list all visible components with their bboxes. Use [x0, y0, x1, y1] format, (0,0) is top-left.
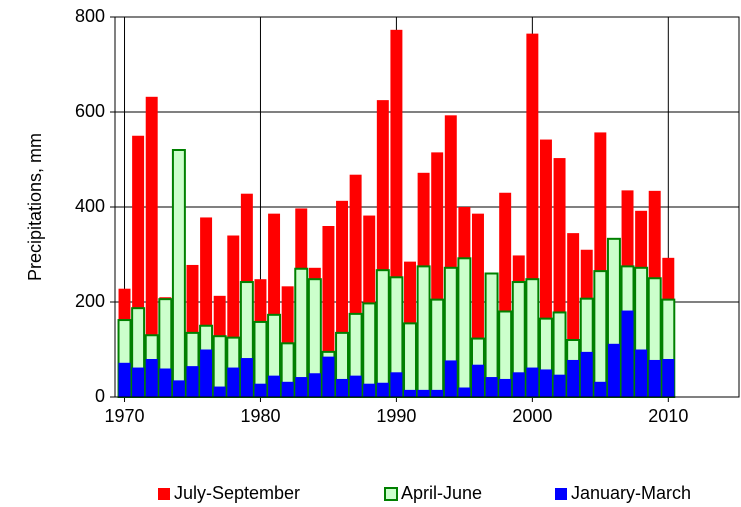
y-tick-label: 0	[95, 386, 105, 406]
y-tick-label: 600	[75, 101, 105, 121]
bar	[499, 192, 512, 397]
bar	[457, 257, 472, 398]
bar	[390, 372, 403, 397]
bar	[281, 381, 294, 397]
legend-swatch	[384, 487, 398, 501]
bar	[512, 372, 525, 397]
bar	[458, 387, 471, 397]
y-tick-label: 400	[75, 196, 105, 216]
bar	[567, 233, 580, 397]
bar	[186, 264, 199, 397]
legend-swatch	[158, 488, 170, 500]
bar	[567, 359, 580, 397]
bar	[431, 389, 444, 397]
bar	[444, 115, 457, 397]
bar	[430, 298, 445, 398]
bar	[200, 349, 213, 397]
plot-frame	[114, 16, 740, 398]
x-tick-label: 1980	[240, 406, 280, 426]
bar	[281, 286, 294, 397]
bar	[417, 389, 430, 397]
legend-label: January-March	[571, 483, 691, 503]
bar	[145, 96, 158, 398]
bar	[213, 386, 226, 397]
bar	[607, 343, 620, 397]
bar	[132, 367, 145, 397]
bar	[404, 389, 416, 397]
bar	[363, 383, 376, 397]
bar	[227, 367, 240, 397]
bar	[539, 139, 552, 398]
legend-swatch	[555, 488, 567, 500]
bar	[336, 378, 349, 397]
bar	[471, 213, 484, 397]
bar	[553, 374, 566, 397]
bar	[200, 217, 213, 397]
bar	[471, 364, 484, 397]
legend-label: April-June	[401, 483, 482, 503]
legend-label: July-September	[174, 483, 300, 503]
x-tick-label: 1990	[376, 406, 416, 426]
bar	[416, 265, 431, 398]
bar	[485, 377, 498, 397]
bar	[268, 213, 281, 397]
bar	[444, 360, 457, 397]
bar	[159, 368, 172, 397]
bar	[308, 373, 321, 397]
bar	[539, 369, 552, 397]
bar	[593, 270, 608, 398]
bar	[118, 362, 131, 397]
bar	[526, 367, 539, 397]
bar	[375, 269, 390, 398]
bar	[322, 226, 335, 397]
bar	[322, 356, 335, 397]
bar	[132, 135, 145, 397]
bar	[594, 132, 607, 398]
bar	[553, 158, 566, 397]
bar	[390, 29, 403, 397]
bar	[594, 381, 607, 397]
bar	[362, 302, 377, 398]
bar	[403, 322, 417, 398]
bar	[648, 359, 661, 397]
bar	[240, 358, 253, 397]
bar	[295, 377, 308, 397]
y-axis-label: Precipitations, mm	[25, 133, 45, 281]
bar	[526, 33, 539, 397]
bar	[186, 366, 199, 397]
bar	[621, 310, 634, 397]
y-tick-label: 800	[75, 6, 105, 26]
bar	[376, 382, 389, 397]
bar	[254, 383, 267, 397]
bar	[268, 375, 281, 397]
y-tick-label: 200	[75, 291, 105, 311]
bar	[580, 351, 593, 397]
x-tick-label: 1970	[104, 406, 144, 426]
bar	[336, 200, 349, 397]
bar	[227, 235, 240, 397]
bar	[349, 375, 362, 397]
bar	[172, 380, 185, 397]
x-tick-label: 2010	[648, 406, 688, 426]
bar	[431, 152, 444, 397]
bar	[662, 359, 675, 397]
bar	[349, 174, 362, 397]
bar	[635, 349, 648, 397]
bar	[376, 100, 389, 397]
bar	[171, 149, 186, 398]
bar	[145, 359, 158, 397]
bar	[499, 378, 512, 397]
x-tick-label: 2000	[512, 406, 552, 426]
